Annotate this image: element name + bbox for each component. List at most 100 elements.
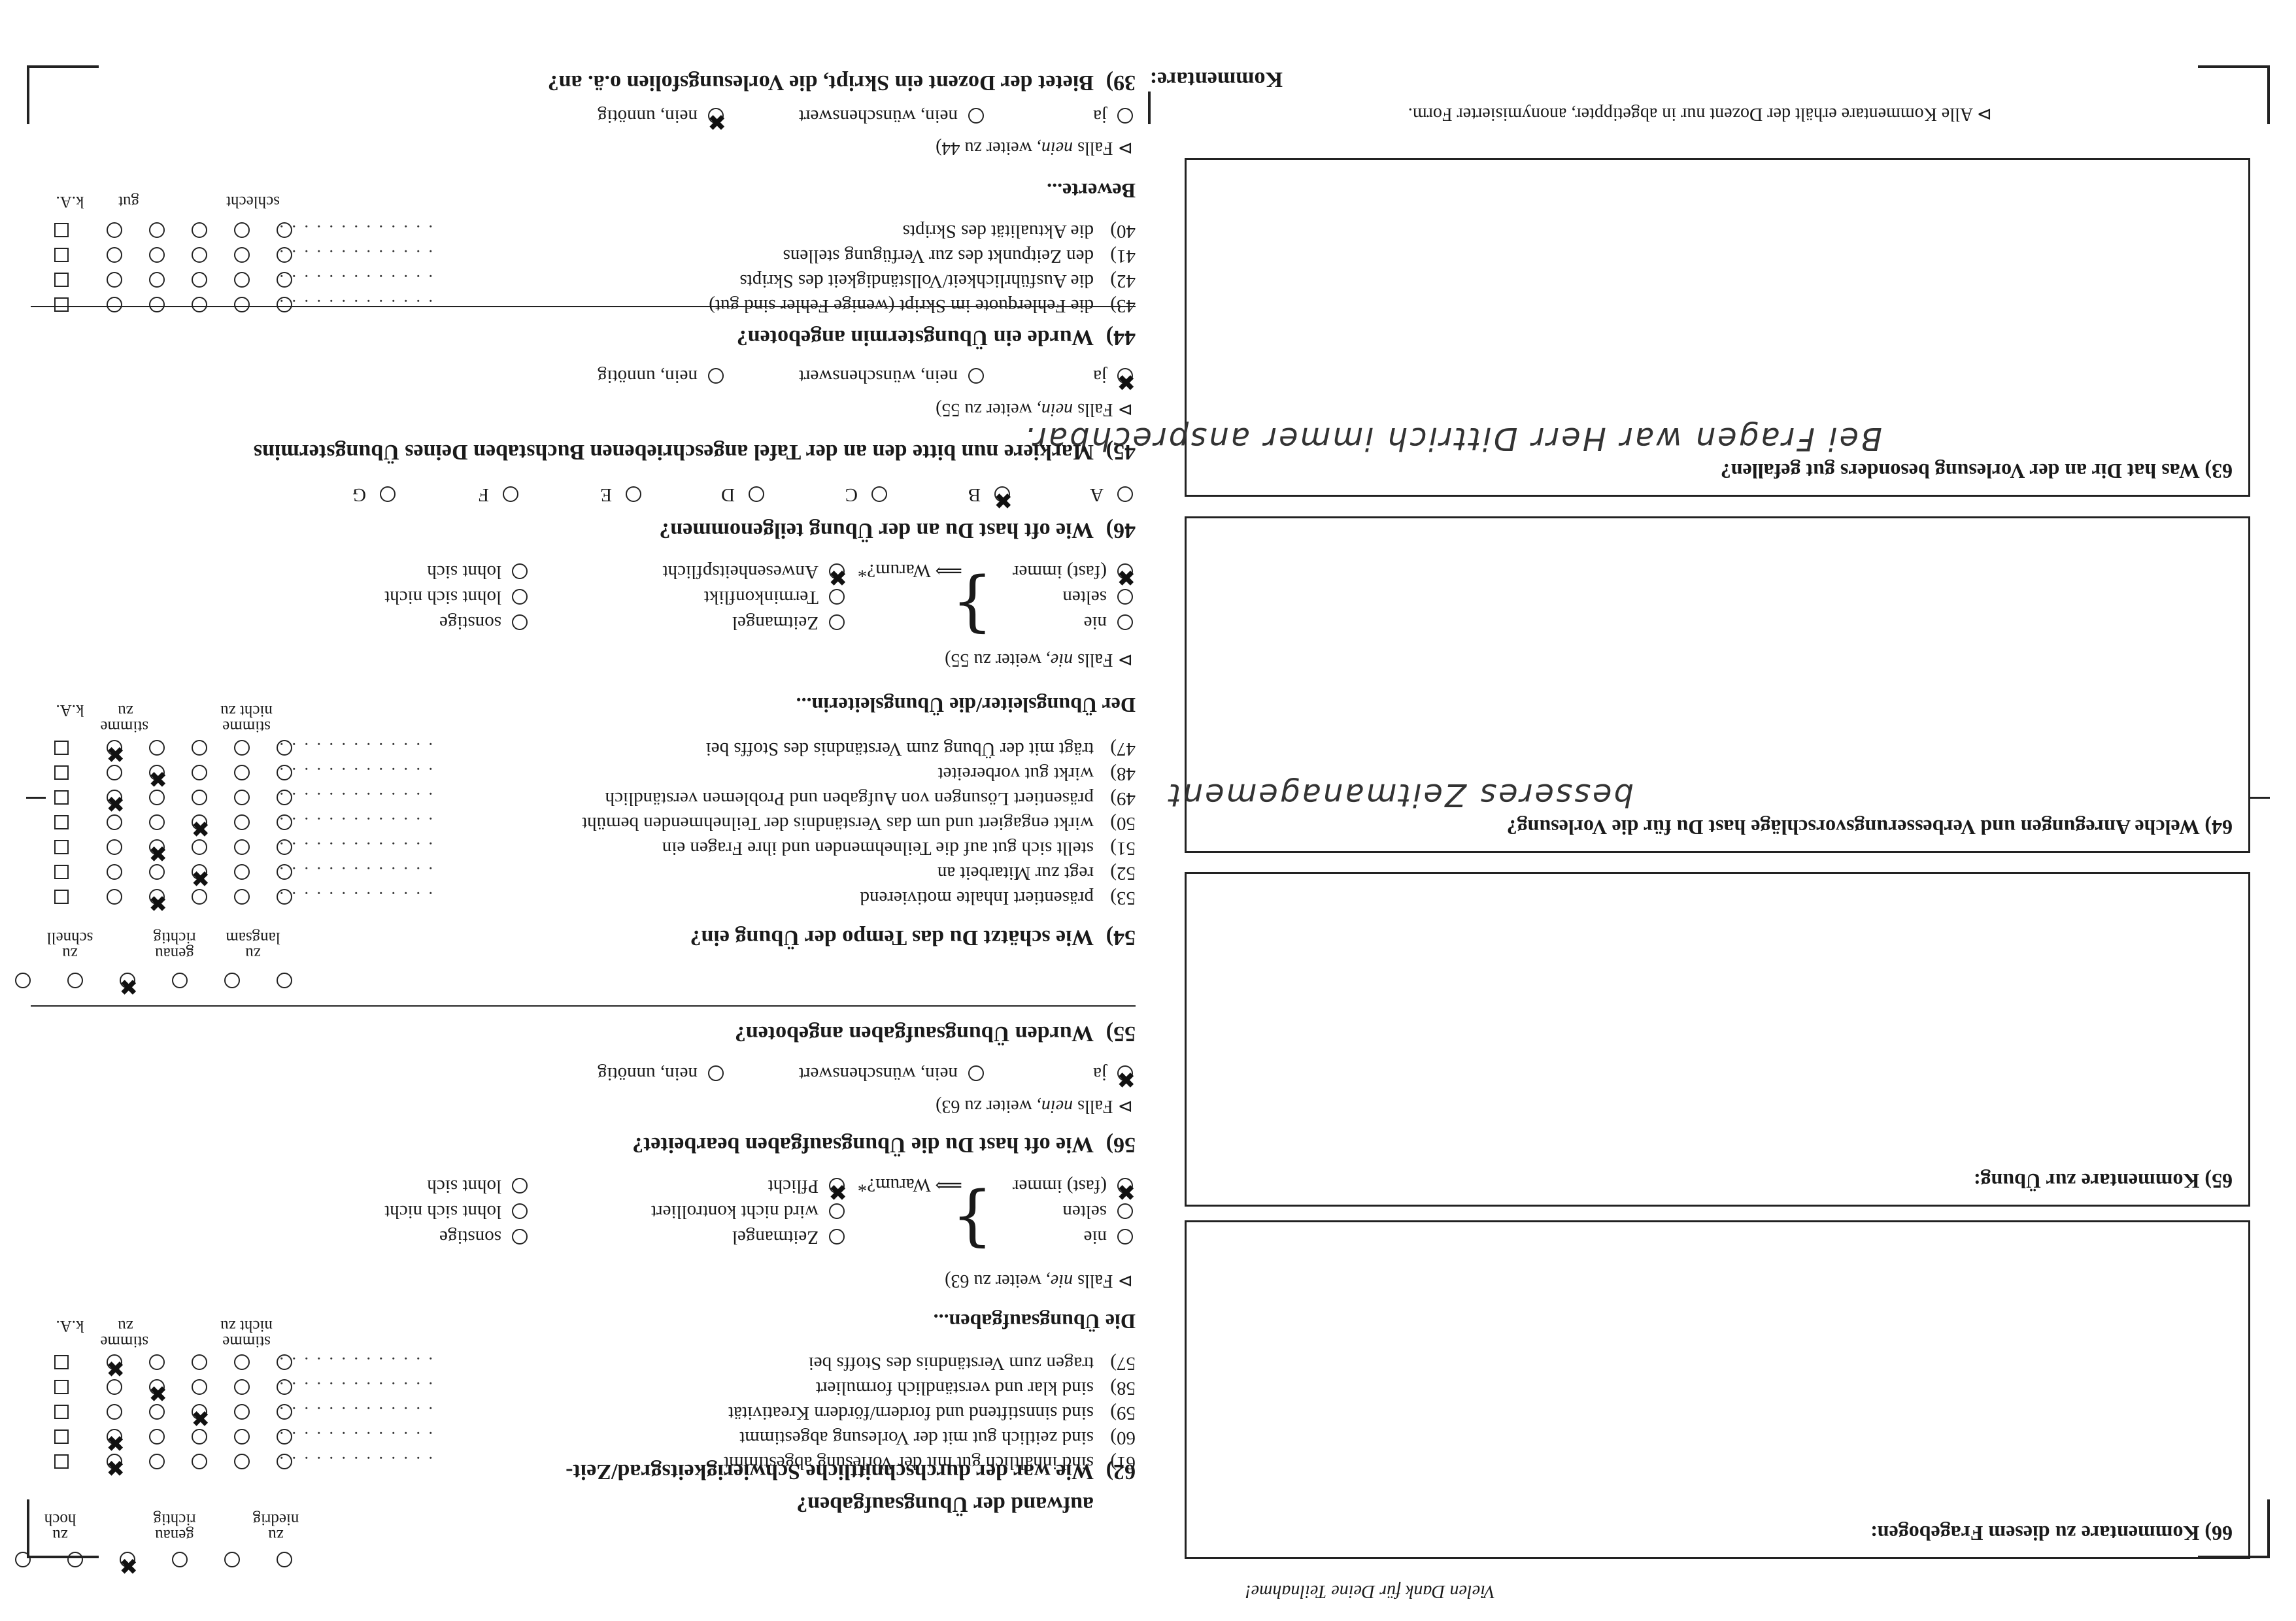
q62-scale-radio-4[interactable]: [120, 1552, 135, 1567]
rating-radio-1[interactable]: [277, 814, 292, 830]
q46-reason-lohnt-sich-nicht-radio[interactable]: [512, 589, 528, 605]
rating-radio-1[interactable]: [277, 765, 292, 780]
rating-radio-3[interactable]: [192, 297, 207, 312]
rating-radio-2[interactable]: [234, 297, 250, 312]
q55-option-unnoetig-radio[interactable]: [708, 1065, 724, 1081]
rating-radio-1[interactable]: [277, 1454, 292, 1469]
rating-radio-4[interactable]: [149, 1354, 165, 1370]
rating-radio-5[interactable]: [107, 790, 122, 805]
comment-box-64[interactable]: 64) Welche Anregungen und Verbesserungsv…: [1167, 516, 2250, 853]
q56-freq-nie-radio[interactable]: [1117, 1229, 1133, 1245]
rating-radio-3[interactable]: [192, 765, 207, 780]
q45-letter-B-radio[interactable]: [994, 486, 1010, 502]
no-answer-checkbox[interactable]: [54, 741, 69, 755]
rating-radio-2[interactable]: [234, 1454, 250, 1469]
rating-radio-3[interactable]: [192, 1429, 207, 1445]
rating-radio-3[interactable]: [192, 1379, 207, 1395]
rating-radio-2[interactable]: [234, 740, 250, 756]
no-answer-checkbox[interactable]: [54, 273, 69, 287]
q54-scale-radio-1[interactable]: [277, 973, 292, 988]
q45-letter-F-radio[interactable]: [503, 486, 518, 502]
q56-reason-zeitmangel-radio[interactable]: [829, 1229, 845, 1245]
rating-radio-5[interactable]: [107, 1379, 122, 1395]
q46-reason-terminkonflikt-radio[interactable]: [829, 589, 845, 605]
rating-radio-2[interactable]: [234, 814, 250, 830]
q44-option-ja-radio[interactable]: [1117, 368, 1133, 384]
q45-letter-A-radio[interactable]: [1117, 486, 1133, 502]
no-answer-checkbox[interactable]: [54, 790, 69, 805]
rating-radio-4[interactable]: [149, 839, 165, 855]
q46-freq-selten-radio[interactable]: [1117, 589, 1133, 605]
q54-scale-radio-5[interactable]: [67, 973, 83, 988]
no-answer-checkbox[interactable]: [54, 1454, 69, 1469]
rating-radio-4[interactable]: [149, 765, 165, 780]
rating-radio-3[interactable]: [192, 1454, 207, 1469]
rating-radio-2[interactable]: [234, 839, 250, 855]
rating-radio-4[interactable]: [149, 889, 165, 905]
rating-radio-4[interactable]: [149, 1429, 165, 1445]
rating-radio-2[interactable]: [234, 1429, 250, 1445]
q56-reason-nicht-kontrolliert-radio[interactable]: [829, 1203, 845, 1219]
rating-radio-2[interactable]: [234, 889, 250, 905]
rating-radio-3[interactable]: [192, 790, 207, 805]
rating-radio-4[interactable]: [149, 247, 165, 263]
no-answer-checkbox[interactable]: [54, 1355, 69, 1369]
rating-radio-5[interactable]: [107, 1354, 122, 1370]
rating-radio-1[interactable]: [277, 740, 292, 756]
rating-radio-3[interactable]: [192, 889, 207, 905]
rating-radio-1[interactable]: [277, 222, 292, 238]
q62-scale-radio-3[interactable]: [172, 1552, 188, 1567]
rating-radio-3[interactable]: [192, 222, 207, 238]
rating-radio-5[interactable]: [107, 814, 122, 830]
q46-reason-anwesenheitspflicht-radio[interactable]: [829, 563, 845, 579]
rating-radio-3[interactable]: [192, 1404, 207, 1420]
rating-radio-1[interactable]: [277, 1354, 292, 1370]
q39-option-unnoetig-radio[interactable]: [708, 108, 724, 124]
rating-radio-3[interactable]: [192, 1354, 207, 1370]
rating-radio-2[interactable]: [234, 1404, 250, 1420]
rating-radio-4[interactable]: [149, 272, 165, 288]
q55-option-ja-radio[interactable]: [1117, 1065, 1133, 1081]
rating-radio-4[interactable]: [149, 1404, 165, 1420]
rating-radio-5[interactable]: [107, 864, 122, 880]
no-answer-checkbox[interactable]: [54, 1429, 69, 1444]
rating-radio-1[interactable]: [277, 297, 292, 312]
q56-reason-lohnt-sich-nicht-radio[interactable]: [512, 1203, 528, 1219]
rating-radio-2[interactable]: [234, 247, 250, 263]
rating-radio-2[interactable]: [234, 1379, 250, 1395]
rating-radio-4[interactable]: [149, 1379, 165, 1395]
rating-radio-2[interactable]: [234, 272, 250, 288]
rating-radio-5[interactable]: [107, 765, 122, 780]
rating-radio-3[interactable]: [192, 814, 207, 830]
no-answer-checkbox[interactable]: [54, 1380, 69, 1394]
rating-radio-2[interactable]: [234, 790, 250, 805]
no-answer-checkbox[interactable]: [54, 297, 69, 312]
no-answer-checkbox[interactable]: [54, 223, 69, 237]
q39-option-ja-radio[interactable]: [1117, 108, 1133, 124]
rating-radio-3[interactable]: [192, 864, 207, 880]
rating-radio-2[interactable]: [234, 864, 250, 880]
q54-scale-radio-2[interactable]: [224, 973, 240, 988]
q54-scale-radio-4[interactable]: [120, 973, 135, 988]
q62-scale-radio-6[interactable]: [15, 1552, 31, 1567]
rating-radio-1[interactable]: [277, 1404, 292, 1420]
q62-scale-radio-2[interactable]: [224, 1552, 240, 1567]
rating-radio-1[interactable]: [277, 1429, 292, 1445]
q45-letter-D-radio[interactable]: [749, 486, 764, 502]
rating-radio-5[interactable]: [107, 839, 122, 855]
rating-radio-2[interactable]: [234, 222, 250, 238]
comment-box-63[interactable]: 63) Was hat Dir an der Vorlesung besonde…: [1022, 158, 2250, 497]
rating-radio-5[interactable]: [107, 1429, 122, 1445]
rating-radio-5[interactable]: [107, 1404, 122, 1420]
rating-radio-5[interactable]: [107, 297, 122, 312]
rating-radio-1[interactable]: [277, 864, 292, 880]
rating-radio-4[interactable]: [149, 790, 165, 805]
no-answer-checkbox[interactable]: [54, 815, 69, 829]
q56-reason-lohnt-sich-radio[interactable]: [512, 1178, 528, 1194]
q46-reason-zeitmangel-radio[interactable]: [829, 614, 845, 630]
q56-reason-pflicht-radio[interactable]: [829, 1178, 845, 1194]
rating-radio-5[interactable]: [107, 740, 122, 756]
rating-radio-3[interactable]: [192, 839, 207, 855]
rating-radio-5[interactable]: [107, 272, 122, 288]
rating-radio-3[interactable]: [192, 272, 207, 288]
